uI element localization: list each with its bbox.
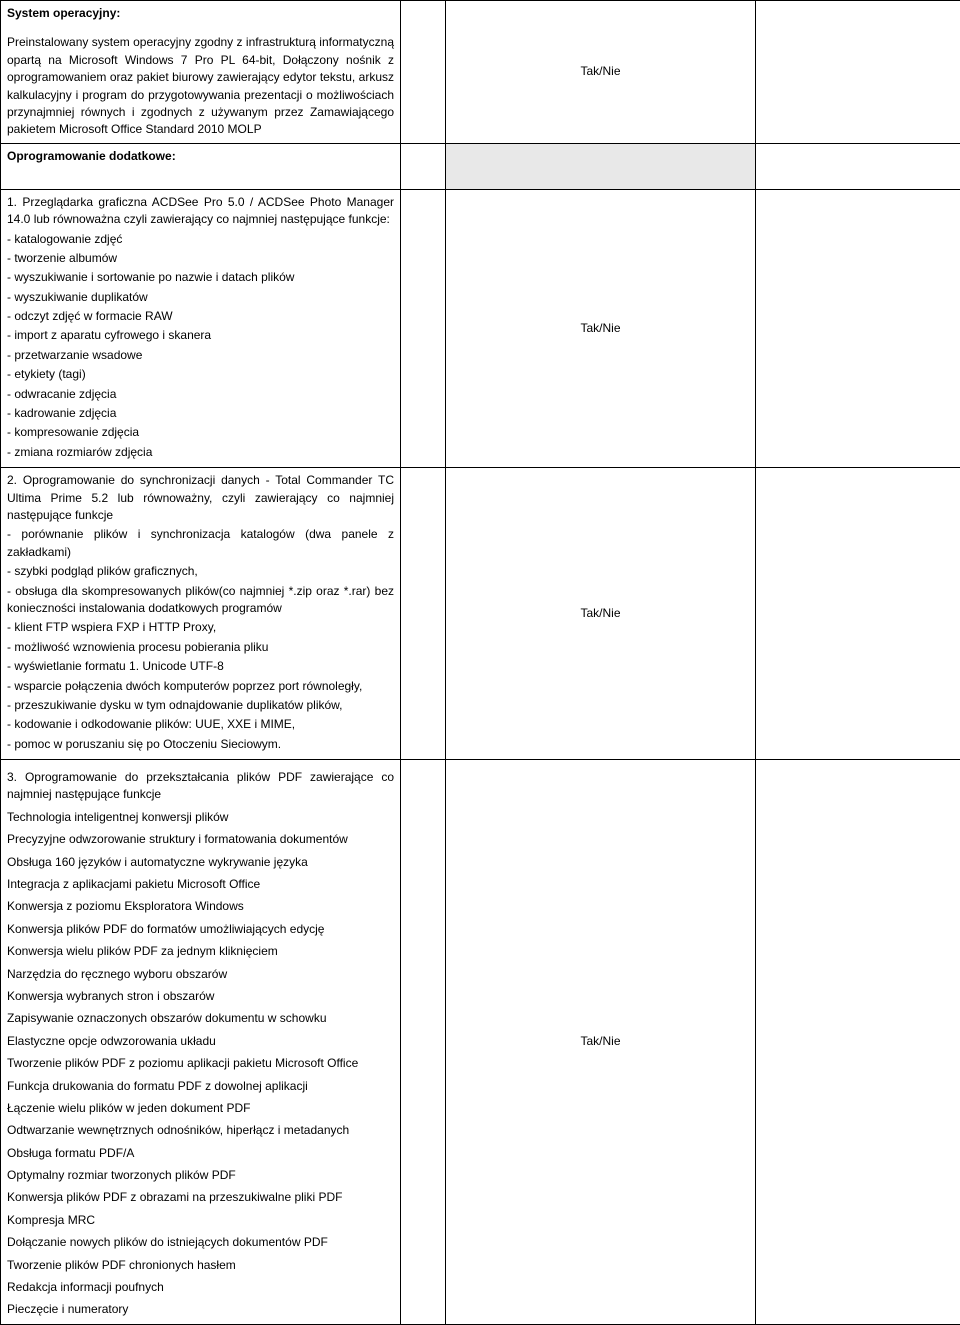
item-lead: 2. Oprogramowanie do synchronizacji dany… bbox=[7, 472, 394, 524]
list-item: Tworzenie plików PDF chronionych hasłem bbox=[7, 1257, 394, 1274]
narrow-cell bbox=[401, 1, 446, 144]
row-title: Oprogramowanie dodatkowe: bbox=[7, 148, 394, 165]
blank-cell bbox=[756, 189, 960, 467]
list-item: - wyszukiwanie duplikatów bbox=[7, 289, 394, 306]
narrow-cell bbox=[401, 143, 446, 189]
list-item: - wsparcie połączenia dwóch komputerów p… bbox=[7, 678, 394, 695]
list-item: Funkcja drukowania do formatu PDF z dowo… bbox=[7, 1078, 394, 1095]
yesno-cell: Tak/Nie bbox=[446, 760, 756, 1325]
yesno-cell: Tak/Nie bbox=[446, 468, 756, 760]
list-item: Obsługa formatu PDF/A bbox=[7, 1145, 394, 1162]
narrow-cell bbox=[401, 760, 446, 1325]
list-item: Zapisywanie oznaczonych obszarów dokumen… bbox=[7, 1010, 394, 1027]
list-item: - wyświetlanie formatu 1. Unicode UTF-8 bbox=[7, 658, 394, 675]
narrow-cell bbox=[401, 189, 446, 467]
list-item: Kompresja MRC bbox=[7, 1212, 394, 1229]
list-item: Pieczęcie i numeratory bbox=[7, 1301, 394, 1318]
narrow-cell bbox=[401, 468, 446, 760]
list-item: Konwersja plików PDF z obrazami na przes… bbox=[7, 1189, 394, 1206]
list-item: - obsługa dla skompresowanych plików(co … bbox=[7, 583, 394, 618]
list-item: Dołączanie nowych plików do istniejących… bbox=[7, 1234, 394, 1251]
list-item: Precyzyjne odwzorowanie struktury i form… bbox=[7, 831, 394, 848]
list-item: Odtwarzanie wewnętrznych odnośników, hip… bbox=[7, 1122, 394, 1139]
list-item: - etykiety (tagi) bbox=[7, 366, 394, 383]
list-item: - klient FTP wspiera FXP i HTTP Proxy, bbox=[7, 619, 394, 636]
row-title: System operacyjny: bbox=[7, 5, 394, 22]
item-lead: 1. Przeglądarka graficzna ACDSee Pro 5.0… bbox=[7, 194, 394, 229]
table-row: Oprogramowanie dodatkowe: bbox=[1, 143, 960, 189]
list-item: - tworzenie albumów bbox=[7, 250, 394, 267]
blank-cell bbox=[756, 760, 960, 1325]
table-row: System operacyjny: Preinstalowany system… bbox=[1, 1, 960, 144]
desc-cell: System operacyjny: Preinstalowany system… bbox=[1, 1, 401, 144]
table-row: 3. Oprogramowanie do przekształcania pli… bbox=[1, 760, 960, 1325]
list-item: - przetwarzanie wsadowe bbox=[7, 347, 394, 364]
list-item: - katalogowanie zdjęć bbox=[7, 231, 394, 248]
row-body: Preinstalowany system operacyjny zgodny … bbox=[7, 34, 394, 138]
list-item: Redakcja informacji poufnych bbox=[7, 1279, 394, 1296]
item-lead: 3. Oprogramowanie do przekształcania pli… bbox=[7, 769, 394, 804]
list-item: - pomoc w poruszaniu się po Otoczeniu Si… bbox=[7, 736, 394, 753]
list-item: - kadrowanie zdjęcia bbox=[7, 405, 394, 422]
list-item: Konwersja plików PDF do formatów umożliw… bbox=[7, 921, 394, 938]
list-item: Obsługa 160 języków i automatyczne wykry… bbox=[7, 854, 394, 871]
list-item: Konwersja wybranych stron i obszarów bbox=[7, 988, 394, 1005]
spec-table: System operacyjny: Preinstalowany system… bbox=[0, 0, 960, 1325]
list-item: Elastyczne opcje odwzorowania układu bbox=[7, 1033, 394, 1050]
list-item: - przeszukiwanie dysku w tym odnajdowani… bbox=[7, 697, 394, 714]
shaded-cell bbox=[446, 143, 756, 189]
desc-cell: 2. Oprogramowanie do synchronizacji dany… bbox=[1, 468, 401, 760]
yesno-cell: Tak/Nie bbox=[446, 189, 756, 467]
yesno-cell: Tak/Nie bbox=[446, 1, 756, 144]
list-item: - wyszukiwanie i sortowanie po nazwie i … bbox=[7, 269, 394, 286]
list-item: Łączenie wielu plików w jeden dokument P… bbox=[7, 1100, 394, 1117]
list-item: - porównanie plików i synchronizacja kat… bbox=[7, 526, 394, 561]
blank-cell bbox=[756, 1, 960, 144]
list-item: - kodowanie i odkodowanie plików: UUE, X… bbox=[7, 716, 394, 733]
list-item: Narzędzia do ręcznego wyboru obszarów bbox=[7, 966, 394, 983]
list-item: Konwersja z poziomu Eksploratora Windows bbox=[7, 898, 394, 915]
list-item: Konwersja wielu plików PDF za jednym kli… bbox=[7, 943, 394, 960]
desc-cell: 1. Przeglądarka graficzna ACDSee Pro 5.0… bbox=[1, 189, 401, 467]
list-item: - szybki podgląd plików graficznych, bbox=[7, 563, 394, 580]
list-item: - zmiana rozmiarów zdjęcia bbox=[7, 444, 394, 461]
list-item: Technologia inteligentnej konwersji plik… bbox=[7, 809, 394, 826]
desc-cell: 3. Oprogramowanie do przekształcania pli… bbox=[1, 760, 401, 1325]
list-item: - odwracanie zdjęcia bbox=[7, 386, 394, 403]
list-item: Integracja z aplikacjami pakietu Microso… bbox=[7, 876, 394, 893]
table-row: 1. Przeglądarka graficzna ACDSee Pro 5.0… bbox=[1, 189, 960, 467]
desc-cell: Oprogramowanie dodatkowe: bbox=[1, 143, 401, 189]
list-item: - możliwość wznowienia procesu pobierani… bbox=[7, 639, 394, 656]
blank-cell bbox=[756, 468, 960, 760]
list-item: - kompresowanie zdjęcia bbox=[7, 424, 394, 441]
blank-cell bbox=[756, 143, 960, 189]
table-row: 2. Oprogramowanie do synchronizacji dany… bbox=[1, 468, 960, 760]
list-item: - import z aparatu cyfrowego i skanera bbox=[7, 327, 394, 344]
list-item: - odczyt zdjęć w formacie RAW bbox=[7, 308, 394, 325]
list-item: Tworzenie plików PDF z poziomu aplikacji… bbox=[7, 1055, 394, 1072]
list-item: Optymalny rozmiar tworzonych plików PDF bbox=[7, 1167, 394, 1184]
